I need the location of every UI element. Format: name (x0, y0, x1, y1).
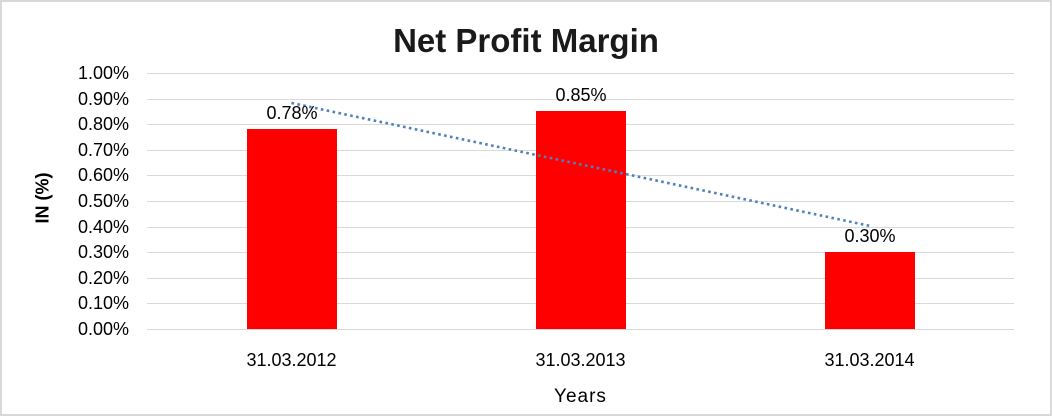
bar-data-label: 0.78% (266, 103, 318, 123)
y-tick-label: 0.30% (77, 242, 129, 262)
bar-data-label: 0.85% (555, 85, 607, 105)
y-tick-label: 0.00% (77, 319, 129, 339)
x-tick-label: 31.03.2014 (824, 350, 915, 370)
x-tick-label: 31.03.2012 (246, 350, 337, 370)
chart-title: Net Profit Margin (393, 22, 659, 59)
y-tick-label: 0.50% (77, 191, 129, 211)
trendline (291, 101, 870, 228)
chart-bar-31.03.2014 (825, 252, 915, 329)
gridline (147, 329, 1014, 330)
trendline-dotted (291, 101, 870, 228)
y-tick-label: 0.10% (77, 293, 129, 313)
y-tick-label: 0.70% (77, 140, 129, 160)
x-axis-title: Years (554, 386, 607, 407)
y-tick-label: 0.20% (77, 268, 129, 288)
y-tick-label: 0.40% (77, 217, 129, 237)
y-tick-label: 0.60% (77, 165, 129, 185)
chart-bar-31.03.2012 (247, 129, 337, 329)
x-tick-label: 31.03.2013 (535, 350, 626, 370)
y-tick-label: 1.00% (77, 63, 129, 83)
y-tick-label: 0.90% (77, 89, 129, 109)
gridline (147, 73, 1014, 74)
gridline (147, 99, 1014, 100)
chart-bar-31.03.2013 (536, 111, 626, 329)
y-axis-title: IN (%) (32, 172, 53, 224)
y-tick-label: 0.80% (77, 114, 129, 134)
bar-data-label: 0.30% (844, 226, 896, 246)
